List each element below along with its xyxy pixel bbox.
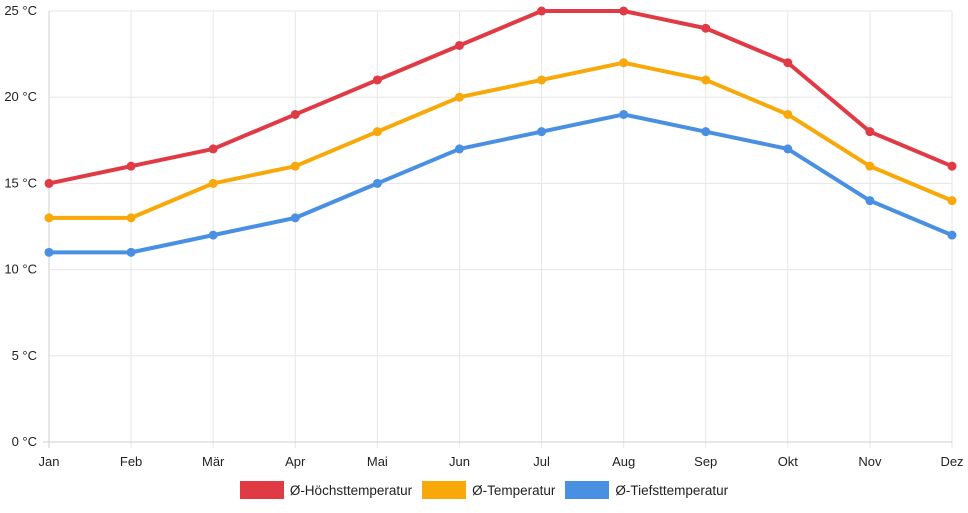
- x-tick-label: Mai: [367, 454, 388, 469]
- y-tick-label: 5 °C: [12, 348, 37, 363]
- data-point[interactable]: [619, 6, 629, 16]
- x-tick-label: Aug: [612, 454, 635, 469]
- x-tick-label: Nov: [858, 454, 882, 469]
- data-point[interactable]: [865, 196, 875, 206]
- chart-legend: Ø-Höchsttemperatur Ø-Temperatur Ø-Tiefstte…: [0, 481, 968, 499]
- legend-swatch: [422, 481, 467, 499]
- data-point[interactable]: [372, 75, 382, 85]
- y-tick-label: 10 °C: [4, 262, 37, 277]
- x-tick-label: Feb: [120, 454, 142, 469]
- data-series: [44, 6, 957, 257]
- y-tick-label: 0 °C: [12, 434, 37, 449]
- series-group: [44, 109, 957, 257]
- data-point[interactable]: [619, 58, 629, 68]
- x-tick-label: Okt: [778, 454, 799, 469]
- data-point[interactable]: [126, 247, 136, 257]
- series-line: [47, 112, 954, 255]
- grid-lines: [49, 10, 953, 448]
- data-point[interactable]: [290, 109, 300, 119]
- data-point[interactable]: [701, 127, 711, 137]
- x-axis-tick-labels: Jan Feb Mär Apr Mai Jun Jul Aug Sep Okt Nov Dez: [39, 454, 964, 469]
- series-group: [44, 58, 957, 223]
- axes: [43, 11, 952, 448]
- series-line: [47, 9, 954, 186]
- x-tick-label: Jan: [39, 454, 60, 469]
- data-point[interactable]: [783, 58, 793, 68]
- data-point[interactable]: [947, 161, 957, 171]
- data-point[interactable]: [44, 178, 54, 188]
- data-point[interactable]: [372, 178, 382, 188]
- data-point[interactable]: [208, 230, 218, 240]
- y-tick-label: 15 °C: [4, 175, 37, 190]
- data-point[interactable]: [537, 6, 547, 16]
- data-point[interactable]: [947, 196, 957, 206]
- data-point[interactable]: [701, 23, 711, 33]
- data-point[interactable]: [44, 213, 54, 223]
- legend-label: Ø-Tiefsttemperatur: [615, 482, 729, 498]
- series-group: [44, 6, 957, 188]
- data-point[interactable]: [783, 109, 793, 119]
- x-tick-label: Dez: [940, 454, 963, 469]
- legend-swatch: [565, 481, 610, 499]
- data-point[interactable]: [208, 178, 218, 188]
- legend-label: Ø-Temperatur: [472, 482, 556, 498]
- data-point[interactable]: [454, 40, 464, 50]
- x-tick-label: Jun: [449, 454, 470, 469]
- data-point[interactable]: [126, 161, 136, 171]
- x-tick-label: Sep: [694, 454, 717, 469]
- data-point[interactable]: [454, 144, 464, 154]
- data-point[interactable]: [701, 75, 711, 85]
- data-point[interactable]: [290, 213, 300, 223]
- data-point[interactable]: [619, 109, 629, 119]
- x-tick-label: Apr: [285, 454, 306, 469]
- data-point[interactable]: [537, 127, 547, 137]
- series-line: [47, 60, 954, 220]
- data-point[interactable]: [865, 127, 875, 137]
- data-point[interactable]: [44, 247, 54, 257]
- y-axis-tick-labels: 0 °C 5 °C 10 °C 15 °C 20 °C 25 °C: [4, 3, 37, 449]
- y-tick-label: 20 °C: [4, 89, 37, 104]
- data-point[interactable]: [208, 144, 218, 154]
- legend-item[interactable]: Ø-Temperatur: [422, 481, 555, 499]
- data-point[interactable]: [372, 127, 382, 137]
- data-point[interactable]: [454, 92, 464, 102]
- data-point[interactable]: [865, 161, 875, 171]
- y-tick-label: 25 °C: [4, 3, 37, 18]
- data-point[interactable]: [126, 213, 136, 223]
- x-tick-label: Mär: [202, 454, 225, 469]
- data-point[interactable]: [947, 230, 957, 240]
- legend-item[interactable]: Ø-Höchsttemperatur: [239, 481, 413, 499]
- legend-label: Ø-Höchsttemperatur: [289, 482, 413, 498]
- data-point[interactable]: [537, 75, 547, 85]
- data-point[interactable]: [290, 161, 300, 171]
- x-tick-label: Jul: [533, 454, 550, 469]
- data-point[interactable]: [783, 144, 793, 154]
- legend-swatch: [239, 481, 284, 499]
- legend-item[interactable]: Ø-Tiefsttemperatur: [565, 481, 728, 499]
